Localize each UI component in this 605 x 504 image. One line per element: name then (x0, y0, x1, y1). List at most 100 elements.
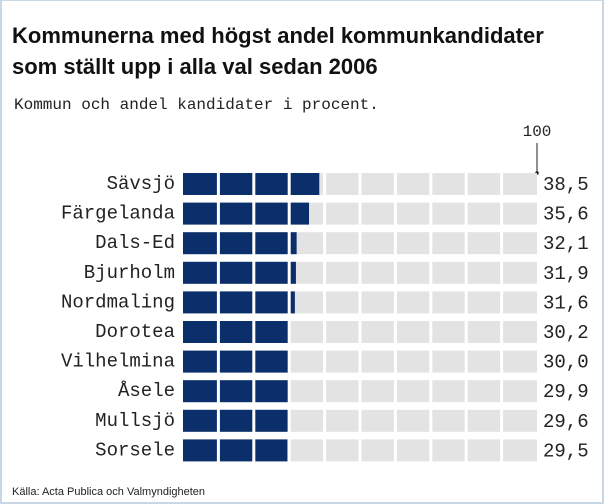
segment-gap (252, 408, 256, 433)
segment-gap (252, 231, 256, 256)
value-label: 31,6 (543, 292, 589, 314)
segment-gap (358, 320, 362, 344)
value-label: 30,0 (543, 352, 589, 374)
segment-gap (358, 438, 362, 463)
category-label: Dals-Ed (95, 232, 175, 254)
segment-gap (252, 290, 256, 315)
segment-gap (393, 172, 397, 196)
segment-gap (216, 172, 220, 196)
x-tick-label: 100 (523, 123, 552, 141)
segment-gap (464, 438, 468, 463)
segment-gap (358, 260, 362, 285)
category-label: Mullsjö (95, 410, 175, 432)
segment-gap (287, 408, 291, 433)
segment-gap (252, 438, 256, 463)
segment-gap (358, 290, 362, 315)
segment-gap (216, 349, 220, 374)
segment-gap (323, 231, 327, 256)
bar (183, 202, 310, 225)
segment-gap (429, 231, 433, 256)
segment-gap (393, 379, 397, 404)
segment-gap (287, 379, 291, 404)
segment-gap (216, 201, 220, 226)
segment-gap (393, 438, 397, 463)
subtitle: Kommun och andel kandidater i procent. (14, 96, 379, 114)
segment-gap (216, 290, 220, 315)
segment-gap (500, 290, 504, 315)
segment-gap (393, 408, 397, 433)
segment-gap (323, 260, 327, 285)
value-label: 29,6 (543, 411, 589, 433)
segment-gap (429, 172, 433, 196)
bar (183, 261, 296, 284)
segment-gap (500, 349, 504, 374)
segment-gap (252, 172, 256, 196)
segment-gap (287, 172, 291, 196)
segment-gap (323, 349, 327, 374)
segment-gap (500, 379, 504, 404)
category-label: Vilhelmina (61, 351, 175, 373)
segment-gap (429, 408, 433, 433)
segment-gap (358, 408, 362, 433)
segment-gap (252, 260, 256, 285)
bar (183, 232, 297, 255)
segment-gap (464, 320, 468, 344)
value-label: 29,9 (543, 381, 589, 403)
segment-gap (393, 320, 397, 344)
value-label: 32,1 (543, 233, 589, 255)
segment-gap (429, 260, 433, 285)
segment-gap (287, 201, 291, 226)
segment-gap (393, 260, 397, 285)
segment-gap (393, 231, 397, 256)
segment-gap (287, 260, 291, 285)
segment-gap (252, 320, 256, 344)
segment-gap (393, 349, 397, 374)
value-label: 31,9 (543, 263, 589, 285)
segment-gap (287, 320, 291, 344)
segment-gap (358, 172, 362, 196)
segment-gap (252, 201, 256, 226)
segment-gap (429, 201, 433, 226)
segment-gap (358, 201, 362, 226)
segment-gap (323, 379, 327, 404)
segment-gap (216, 320, 220, 344)
segment-gap (464, 172, 468, 196)
segment-gap (252, 379, 256, 404)
category-label: Nordmaling (61, 291, 175, 313)
category-label: Sävsjö (107, 173, 175, 195)
bar (183, 409, 288, 432)
segment-gap (287, 231, 291, 256)
bar (183, 291, 295, 314)
segment-gap (323, 320, 327, 344)
chart-title: Kommunerna med högst andel kommunkandida… (12, 23, 544, 79)
category-label: Sorsele (95, 439, 175, 461)
segment-gap (393, 201, 397, 226)
segment-gap (323, 438, 327, 463)
segment-gap (216, 408, 220, 433)
segment-gap (500, 438, 504, 463)
segment-gap (216, 260, 220, 285)
segment-gap (358, 349, 362, 374)
segment-gap (358, 379, 362, 404)
bar (183, 439, 288, 462)
segment-gap (464, 349, 468, 374)
segment-gap (323, 290, 327, 315)
segment-gap (500, 260, 504, 285)
bar (183, 380, 289, 403)
value-label: 38,5 (543, 174, 589, 196)
segment-gap (464, 290, 468, 315)
segment-gap (323, 201, 327, 226)
segment-gap (429, 290, 433, 315)
segment-gap (252, 349, 256, 374)
segment-gap (358, 231, 362, 256)
segment-gap (287, 290, 291, 315)
segment-gap (500, 201, 504, 226)
segment-gap (429, 438, 433, 463)
segment-gap (287, 349, 291, 374)
segment-gap (500, 172, 504, 196)
bar (183, 173, 320, 195)
category-label: Dorotea (95, 321, 175, 343)
segment-gap (464, 379, 468, 404)
